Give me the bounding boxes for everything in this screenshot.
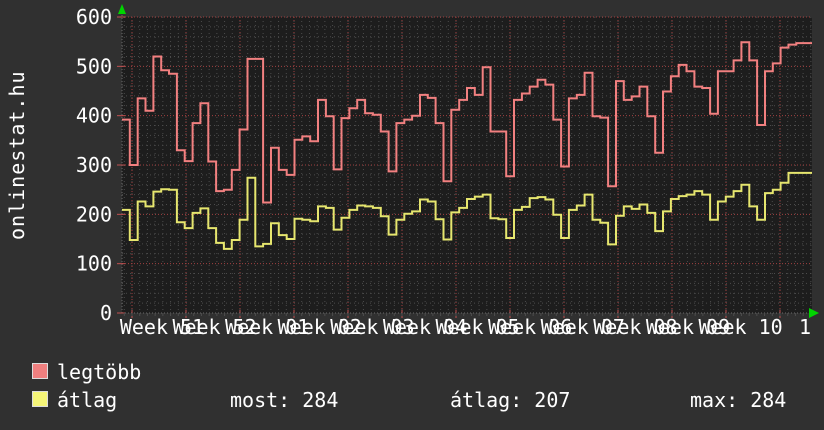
x-tick-label: Week 51: [120, 315, 204, 339]
y-tick-label: 600: [76, 5, 112, 29]
legend-swatch-atlag-icon: [32, 391, 48, 407]
x-tick-label: Week 06: [488, 315, 572, 339]
y-axis-labels: 0 100 200 300 400 500 600: [76, 5, 112, 325]
y-axis-up-arrow-icon: [118, 4, 126, 14]
y-tick-label: 100: [76, 252, 112, 276]
stat-atlag-value: 207: [534, 388, 571, 412]
x-tick-label: Week 10: [698, 315, 782, 339]
x-tick-label: Week 09: [646, 315, 730, 339]
y-tick-label: 200: [76, 202, 112, 226]
x-tick-label: Week 01: [225, 315, 309, 339]
y-tick-label: 300: [76, 153, 112, 177]
stat-most: most: 284: [230, 388, 338, 412]
stat-most-value: 284: [302, 388, 339, 412]
series-line-atlag: [122, 171, 812, 250]
legend-label-legtobb: legtöbb: [57, 360, 142, 384]
x-tick-label: Week 05: [435, 315, 519, 339]
y-tick-label: 0: [100, 301, 112, 325]
legend-swatch-legtobb-icon: [32, 363, 48, 379]
stat-most-label: most:: [230, 388, 291, 412]
legend-row-atlag: átlag most: 284 átlag: 207 max: 284: [0, 388, 824, 412]
series-line-legtobb: [122, 41, 812, 204]
legend-row-legtobb: legtöbb: [0, 360, 824, 384]
x-axis-right-arrow-icon: [809, 308, 819, 318]
grid-major: [122, 16, 812, 313]
stat-max-value: 284: [750, 388, 787, 412]
x-tick-label: Week 03: [330, 315, 414, 339]
legend-label-atlag: átlag: [57, 388, 118, 412]
x-tick-label-partial: 1: [799, 315, 811, 339]
x-tick-label: Week 08: [593, 315, 677, 339]
stat-max: max: 284: [690, 388, 786, 412]
stat-max-label: max:: [690, 388, 739, 412]
y-tick-label: 500: [76, 54, 112, 78]
stat-atlag-label: átlag:: [450, 388, 523, 412]
x-tick-label: Week 02: [278, 315, 362, 339]
x-tick-label: Week 52: [172, 315, 256, 339]
y-tick-label: 400: [76, 104, 112, 128]
axis-frame: [121, 15, 814, 314]
x-tick-label: Week 04: [383, 315, 467, 339]
stat-atlag: átlag: 207: [450, 388, 570, 412]
x-tick-label: Week 07: [541, 315, 625, 339]
axis-ticks: [117, 16, 812, 318]
